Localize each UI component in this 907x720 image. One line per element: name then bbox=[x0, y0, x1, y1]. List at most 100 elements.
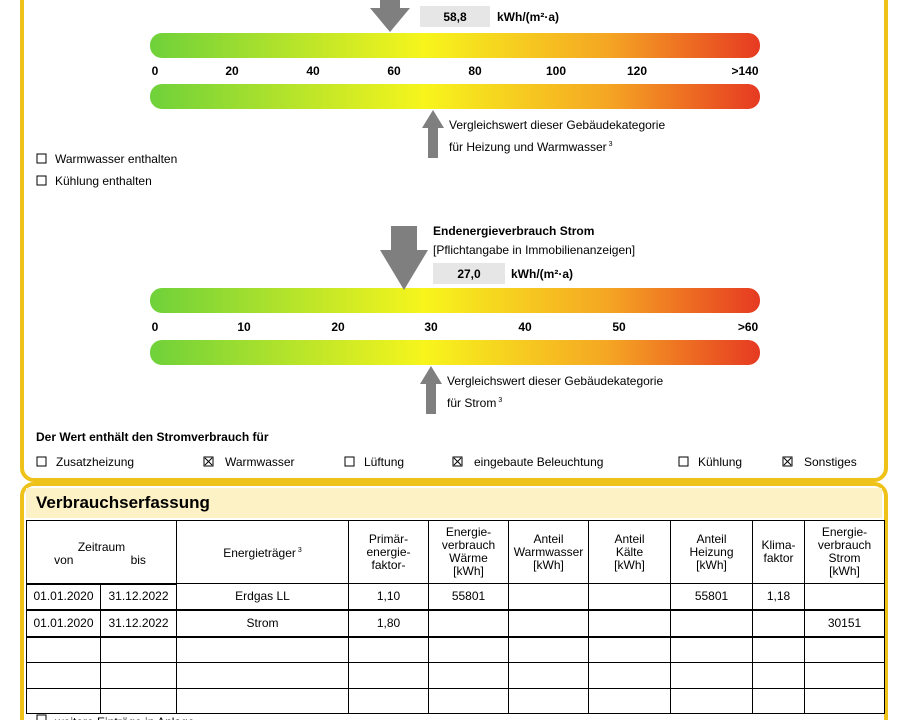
section-border bbox=[20, 0, 888, 482]
scale-label: 40 bbox=[306, 64, 320, 78]
checkbox bbox=[36, 714, 47, 720]
table-cell bbox=[428, 662, 509, 689]
footnote: 3 bbox=[297, 547, 302, 554]
checkbox bbox=[36, 456, 47, 467]
option-label: weitere Einträge in Anlage bbox=[55, 715, 194, 720]
checkmark bbox=[453, 457, 462, 466]
header-text: Energieträger bbox=[223, 546, 296, 560]
table-cell bbox=[508, 636, 589, 663]
table-cell: 1,80 bbox=[348, 609, 429, 638]
table-cell: 30151 bbox=[804, 609, 885, 638]
table-cell bbox=[100, 636, 177, 663]
header-cell: Energie- verbrauch Wärme [kWh] bbox=[428, 520, 509, 584]
header-cell: Anteil Kälte [kWh] bbox=[588, 520, 671, 584]
table-row bbox=[26, 636, 885, 663]
table-cell: 01.01.2020 bbox=[26, 583, 101, 611]
header-cell: von bbox=[26, 553, 101, 585]
comparison-text: Vergleichswert dieser Gebäudekategorie bbox=[449, 118, 666, 132]
table-cell: 55801 bbox=[670, 583, 753, 611]
table-cell bbox=[588, 609, 671, 638]
option-label: eingebaute Beleuchtung bbox=[474, 455, 604, 469]
table-cell bbox=[176, 662, 349, 689]
scale-label: >140 bbox=[731, 64, 759, 78]
option-label: Zusatzheizung bbox=[56, 455, 135, 469]
table-cell: 1,10 bbox=[348, 583, 429, 611]
table-cell bbox=[26, 662, 101, 689]
table-cell: 31.12.2022 bbox=[100, 609, 177, 638]
table-cell bbox=[348, 636, 429, 663]
table-cell bbox=[508, 687, 589, 714]
scale-label: 0 bbox=[151, 320, 159, 334]
comparison-text: für Strom 3 bbox=[447, 394, 502, 410]
header-cell: Energie- verbrauch Strom [kWh] bbox=[804, 520, 885, 584]
table-cell bbox=[348, 687, 429, 714]
option-label: Lüftung bbox=[364, 455, 405, 469]
scale-bar bbox=[150, 340, 760, 365]
value-box bbox=[433, 263, 505, 284]
table-cell: 55801 bbox=[428, 583, 509, 611]
scale-label: 60 bbox=[387, 64, 401, 78]
table-cell: 31.12.2022 bbox=[100, 583, 177, 611]
header-cell: Primär- energie- faktor- bbox=[348, 520, 429, 584]
table-cell bbox=[752, 636, 805, 663]
text: für Strom bbox=[447, 396, 497, 410]
header-cell: Zeitraum bbox=[26, 520, 177, 554]
section-header bbox=[26, 488, 882, 518]
table-cell bbox=[508, 662, 589, 689]
scale-bar bbox=[150, 84, 760, 109]
checkbox bbox=[678, 456, 689, 467]
header-cell: Energieträger 3 bbox=[176, 520, 349, 584]
table-cell bbox=[508, 583, 589, 611]
table-cell bbox=[588, 687, 671, 714]
value-box bbox=[420, 6, 490, 27]
table-cell bbox=[804, 636, 885, 663]
table-row: 01.01.2020 31.12.2022 Strom 1,80 30151 bbox=[26, 609, 885, 638]
table-cell bbox=[428, 687, 509, 714]
option-label: Warmwasser enthalten bbox=[55, 152, 178, 166]
arrow-down bbox=[380, 226, 428, 290]
table-cell bbox=[752, 662, 805, 689]
unit: kWh/(m²·a) bbox=[497, 10, 559, 24]
section-title: Verbrauchserfassung bbox=[36, 493, 210, 512]
table-cell bbox=[176, 687, 349, 714]
scale-label: >60 bbox=[737, 320, 759, 334]
section-border bbox=[20, 482, 888, 720]
scale-label: 100 bbox=[545, 64, 567, 78]
scale-label: 50 bbox=[612, 320, 626, 334]
consumption-table: Zeitraum Energieträger 3 Primär- energie-… bbox=[26, 520, 885, 714]
table-row: 01.01.2020 31.12.2022 Erdgas LL 1,10 55801 55… bbox=[26, 583, 885, 611]
table-cell bbox=[752, 687, 805, 714]
scale-label: 30 bbox=[424, 320, 438, 334]
table-cell bbox=[804, 687, 885, 714]
checkbox bbox=[344, 456, 355, 467]
table-cell bbox=[670, 687, 753, 714]
value: 58,8 bbox=[443, 10, 467, 24]
heading: Der Wert enthält den Stromverbrauch für bbox=[36, 430, 269, 444]
checkmark bbox=[783, 457, 792, 466]
heading: Endenergieverbrauch Strom bbox=[433, 224, 595, 238]
scale-label: 0 bbox=[151, 64, 159, 78]
table-cell bbox=[670, 662, 753, 689]
header-cell: Anteil Heizung [kWh] bbox=[670, 520, 753, 584]
table-cell bbox=[428, 636, 509, 663]
table-cell bbox=[100, 687, 177, 714]
checkbox bbox=[36, 153, 47, 164]
scale-label: 20 bbox=[225, 64, 239, 78]
scale-bar bbox=[150, 288, 760, 313]
table-cell bbox=[670, 609, 753, 638]
scale-label: 10 bbox=[237, 320, 251, 334]
table-cell bbox=[26, 636, 101, 663]
header-cell: Anteil Warmwasser [kWh] bbox=[508, 520, 589, 584]
option-label: Kühlung bbox=[698, 455, 743, 469]
table-cell bbox=[348, 662, 429, 689]
arrow-up bbox=[420, 366, 442, 414]
table-cell bbox=[804, 583, 885, 611]
scale-label: 80 bbox=[468, 64, 482, 78]
table-row bbox=[26, 662, 885, 689]
option-label: Kühlung enthalten bbox=[55, 174, 152, 188]
scale-label: 120 bbox=[626, 64, 648, 78]
option-label: Warmwasser bbox=[225, 455, 295, 469]
